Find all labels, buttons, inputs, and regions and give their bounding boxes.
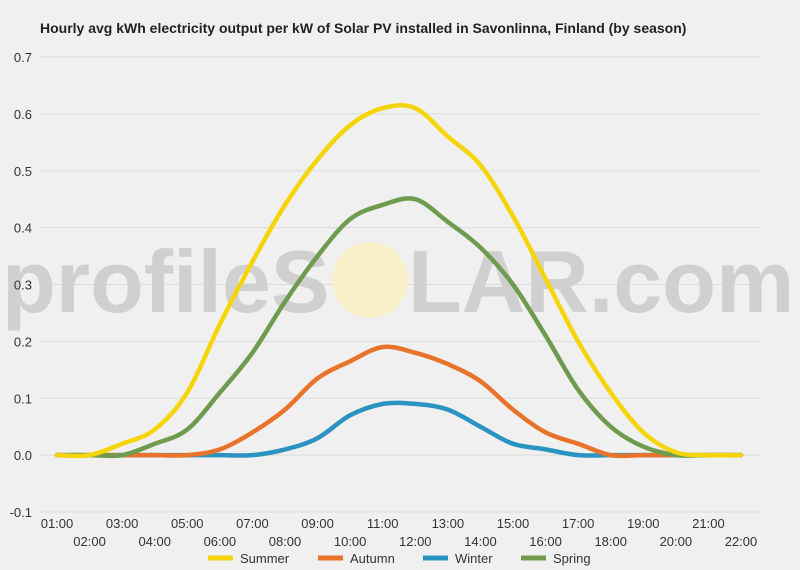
x-tick-label: 14:00: [464, 534, 497, 549]
x-tick-label: 15:00: [497, 516, 530, 531]
series-line-summer: [54, 103, 744, 459]
x-tick-label: 02:00: [73, 534, 106, 549]
x-tick-label: 01:00: [41, 516, 74, 531]
x-tick-label: 12:00: [399, 534, 432, 549]
y-tick-label: 0.3: [14, 278, 32, 293]
x-tick-label: 22:00: [725, 534, 758, 549]
y-tick-label: 0.2: [14, 334, 32, 349]
x-tick-label: 13:00: [432, 516, 465, 531]
y-tick-label: 0.5: [14, 164, 32, 179]
x-tick-label: 09:00: [301, 516, 334, 531]
y-tick-label: 0.4: [14, 221, 32, 236]
series-line-autumn: [54, 344, 744, 459]
y-tick-label: 0.0: [14, 448, 32, 463]
x-tick-label: 20:00: [660, 534, 693, 549]
x-tick-label: 06:00: [204, 534, 237, 549]
x-tick-label: 05:00: [171, 516, 204, 531]
chart-title: Hourly avg kWh electricity output per kW…: [40, 20, 686, 36]
x-tick-label: 18:00: [594, 534, 627, 549]
x-tick-label: 19:00: [627, 516, 660, 531]
legend-label-summer: Summer: [240, 551, 290, 566]
legend-label-autumn: Autumn: [350, 551, 395, 566]
y-axis-ticks: -0.1 0.0 0.1 0.2 0.3 0.4 0.5 0.6 0.7: [10, 50, 32, 520]
x-tick-label: 17:00: [562, 516, 595, 531]
y-tick-label: 0.6: [14, 107, 32, 122]
y-tick-label: 0.7: [14, 50, 32, 65]
watermark-sun-icon: [332, 242, 408, 318]
legend: Summer Autumn Winter Spring: [208, 551, 591, 566]
series-lines: [54, 103, 744, 459]
x-tick-label: 03:00: [106, 516, 139, 531]
x-tick-label: 04:00: [138, 534, 171, 549]
legend-label-spring: Spring: [553, 551, 591, 566]
watermark: profileS LAR.com: [2, 232, 794, 331]
series-line-spring: [54, 196, 744, 459]
x-tick-label: 11:00: [367, 516, 399, 531]
watermark-text-left: profileS: [2, 232, 330, 331]
y-tick-label: -0.1: [10, 505, 32, 520]
y-tick-label: 0.1: [14, 391, 32, 406]
legend-label-winter: Winter: [455, 551, 493, 566]
x-tick-label: 07:00: [236, 516, 269, 531]
x-tick-label: 21:00: [692, 516, 725, 531]
x-tick-label: 08:00: [269, 534, 302, 549]
watermark-text-right: LAR.com: [408, 232, 794, 331]
x-tick-label: 16:00: [529, 534, 562, 549]
x-tick-label: 10:00: [334, 534, 367, 549]
